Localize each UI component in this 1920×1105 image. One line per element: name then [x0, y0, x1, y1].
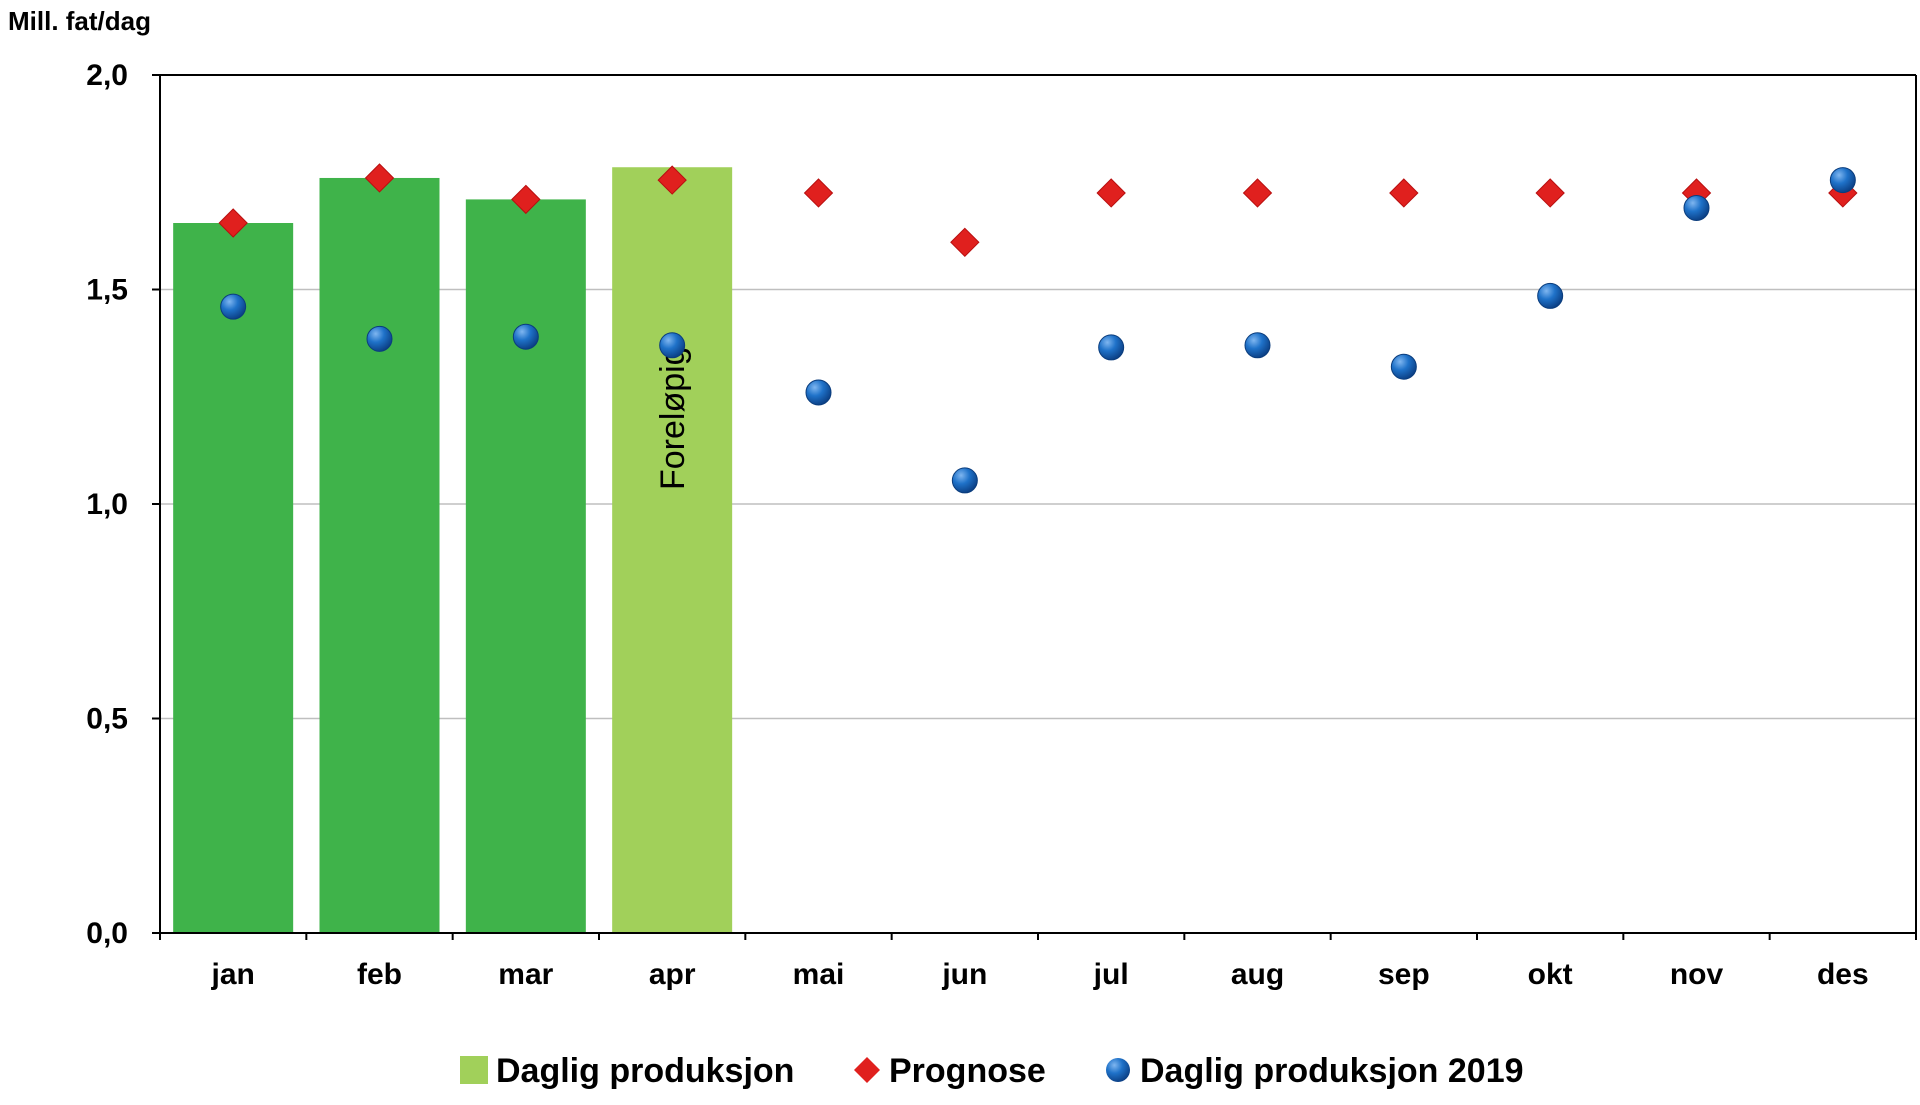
- bar-annotation-forelopig: Foreløpig: [654, 346, 692, 490]
- x-tick-label: jan: [210, 958, 254, 991]
- x-tick-label: nov: [1670, 958, 1724, 991]
- production-2019-point-jun: [951, 467, 978, 494]
- prognose-markers: [218, 163, 1858, 258]
- y-tick-label: 0,0: [86, 917, 128, 950]
- production-2019-point-feb: [366, 325, 393, 352]
- x-tick-label: jul: [1093, 958, 1129, 991]
- legend-item: Prognose: [854, 1052, 1046, 1090]
- bar-mar: [465, 199, 586, 933]
- prognose-point-mar: [511, 184, 541, 215]
- legend-label: Daglig produksjon 2019: [1140, 1052, 1524, 1090]
- production-2019-point-mai: [805, 379, 832, 406]
- prognose-point-feb: [364, 163, 395, 193]
- gridlines: [160, 288, 1916, 720]
- x-tick-label: apr: [649, 958, 696, 991]
- y-tick-label: 1,5: [86, 274, 128, 307]
- production-2019-point-nov: [1683, 194, 1710, 221]
- prognose-point-jul: [1096, 178, 1126, 208]
- prognose-point-mai: [803, 178, 834, 208]
- production-2019-point-jul: [1098, 334, 1125, 361]
- prognose-point-jan: [218, 208, 248, 238]
- bar-feb: [319, 177, 440, 933]
- plot-frame: [152, 74, 1917, 940]
- prognose-point-okt: [1535, 178, 1565, 208]
- x-tick-label: feb: [357, 958, 402, 991]
- production-2019-point-des: [1829, 167, 1856, 194]
- y-axis-ticks: 0,0 0,5 1,0 1,5 2,0: [86, 59, 128, 950]
- prognose-point-jun: [950, 227, 980, 258]
- x-tick-label: sep: [1378, 958, 1430, 991]
- legend: Daglig produksjon Prognose Daglig produksj…: [460, 1052, 1524, 1090]
- x-axis-labels: jan feb mar apr mai jun jul aug sep okt nov des: [210, 958, 1868, 991]
- x-tick-label: mar: [498, 958, 553, 991]
- bar-apr: [612, 167, 733, 934]
- x-tick-label: aug: [1231, 958, 1284, 991]
- legend-item: Daglig produksjon: [460, 1052, 794, 1090]
- production-2019-point-mar: [512, 323, 539, 350]
- x-tick-label: mai: [793, 958, 845, 991]
- production-2019-point-jan: [220, 293, 247, 320]
- y-tick-label: 0,5: [86, 703, 128, 736]
- legend-swatch-bar: [460, 1056, 488, 1084]
- legend-swatch-diamond: [854, 1057, 880, 1083]
- production-2019-point-aug: [1244, 332, 1271, 359]
- bars: Foreløpig: [173, 167, 733, 934]
- production-2019-markers: [220, 167, 1856, 494]
- legend-swatch-circle: [1106, 1058, 1130, 1082]
- x-tick-label: okt: [1528, 958, 1573, 991]
- bar-jan: [173, 223, 294, 933]
- x-tick-label: des: [1817, 958, 1869, 991]
- legend-label: Prognose: [889, 1052, 1046, 1090]
- prognose-point-sep: [1389, 178, 1419, 208]
- y-tick-label: 1,0: [86, 488, 128, 521]
- y-axis-title: Mill. fat/dag: [8, 6, 151, 36]
- legend-item: Daglig produksjon 2019: [1106, 1052, 1524, 1090]
- prognose-point-apr: [657, 165, 687, 195]
- prognose-point-aug: [1242, 178, 1273, 208]
- production-2019-point-apr: [659, 332, 686, 359]
- legend-label: Daglig produksjon: [496, 1052, 794, 1090]
- x-tick-label: jun: [941, 958, 987, 991]
- y-tick-label: 2,0: [86, 59, 128, 92]
- production-2019-point-sep: [1390, 353, 1417, 380]
- production-2019-point-okt: [1537, 282, 1564, 309]
